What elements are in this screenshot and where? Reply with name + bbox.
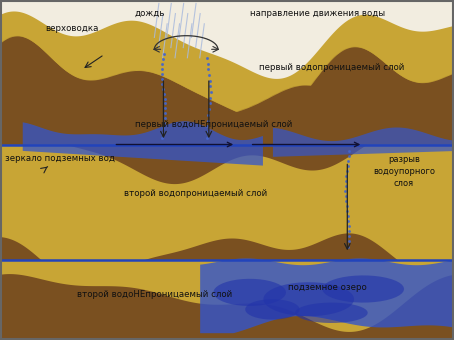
Polygon shape	[0, 233, 454, 260]
Text: подземное озеро: подземное озеро	[287, 283, 366, 292]
Text: зеркало подземных вод: зеркало подземных вод	[5, 154, 114, 163]
Polygon shape	[0, 144, 454, 184]
Polygon shape	[0, 0, 454, 79]
Polygon shape	[0, 0, 454, 332]
Text: верховодка: верховодка	[45, 24, 99, 33]
Text: дождь: дождь	[134, 8, 165, 17]
Text: разрыв
водоупорного
слоя: разрыв водоупорного слоя	[373, 155, 435, 188]
Polygon shape	[213, 279, 286, 306]
Polygon shape	[295, 303, 368, 323]
Polygon shape	[23, 121, 263, 166]
Text: первый водоНЕпроницаемый слой: первый водоНЕпроницаемый слой	[135, 120, 292, 129]
Text: второй водопроницаемый слой: второй водопроницаемый слой	[123, 189, 267, 198]
Polygon shape	[245, 299, 300, 320]
Polygon shape	[0, 260, 454, 340]
Polygon shape	[263, 282, 354, 316]
Polygon shape	[273, 128, 454, 157]
Polygon shape	[0, 85, 454, 144]
Polygon shape	[0, 0, 454, 119]
Polygon shape	[0, 279, 454, 340]
Polygon shape	[200, 258, 454, 333]
Text: направление движения воды: направление движения воды	[250, 8, 385, 17]
Polygon shape	[0, 85, 454, 144]
Polygon shape	[322, 275, 404, 303]
Text: второй водоНЕпроницаемый слой: второй водоНЕпроницаемый слой	[77, 290, 232, 299]
Text: первый водопроницаемый слой: первый водопроницаемый слой	[259, 64, 404, 72]
Polygon shape	[0, 260, 454, 332]
Polygon shape	[0, 0, 454, 79]
Polygon shape	[0, 36, 454, 144]
